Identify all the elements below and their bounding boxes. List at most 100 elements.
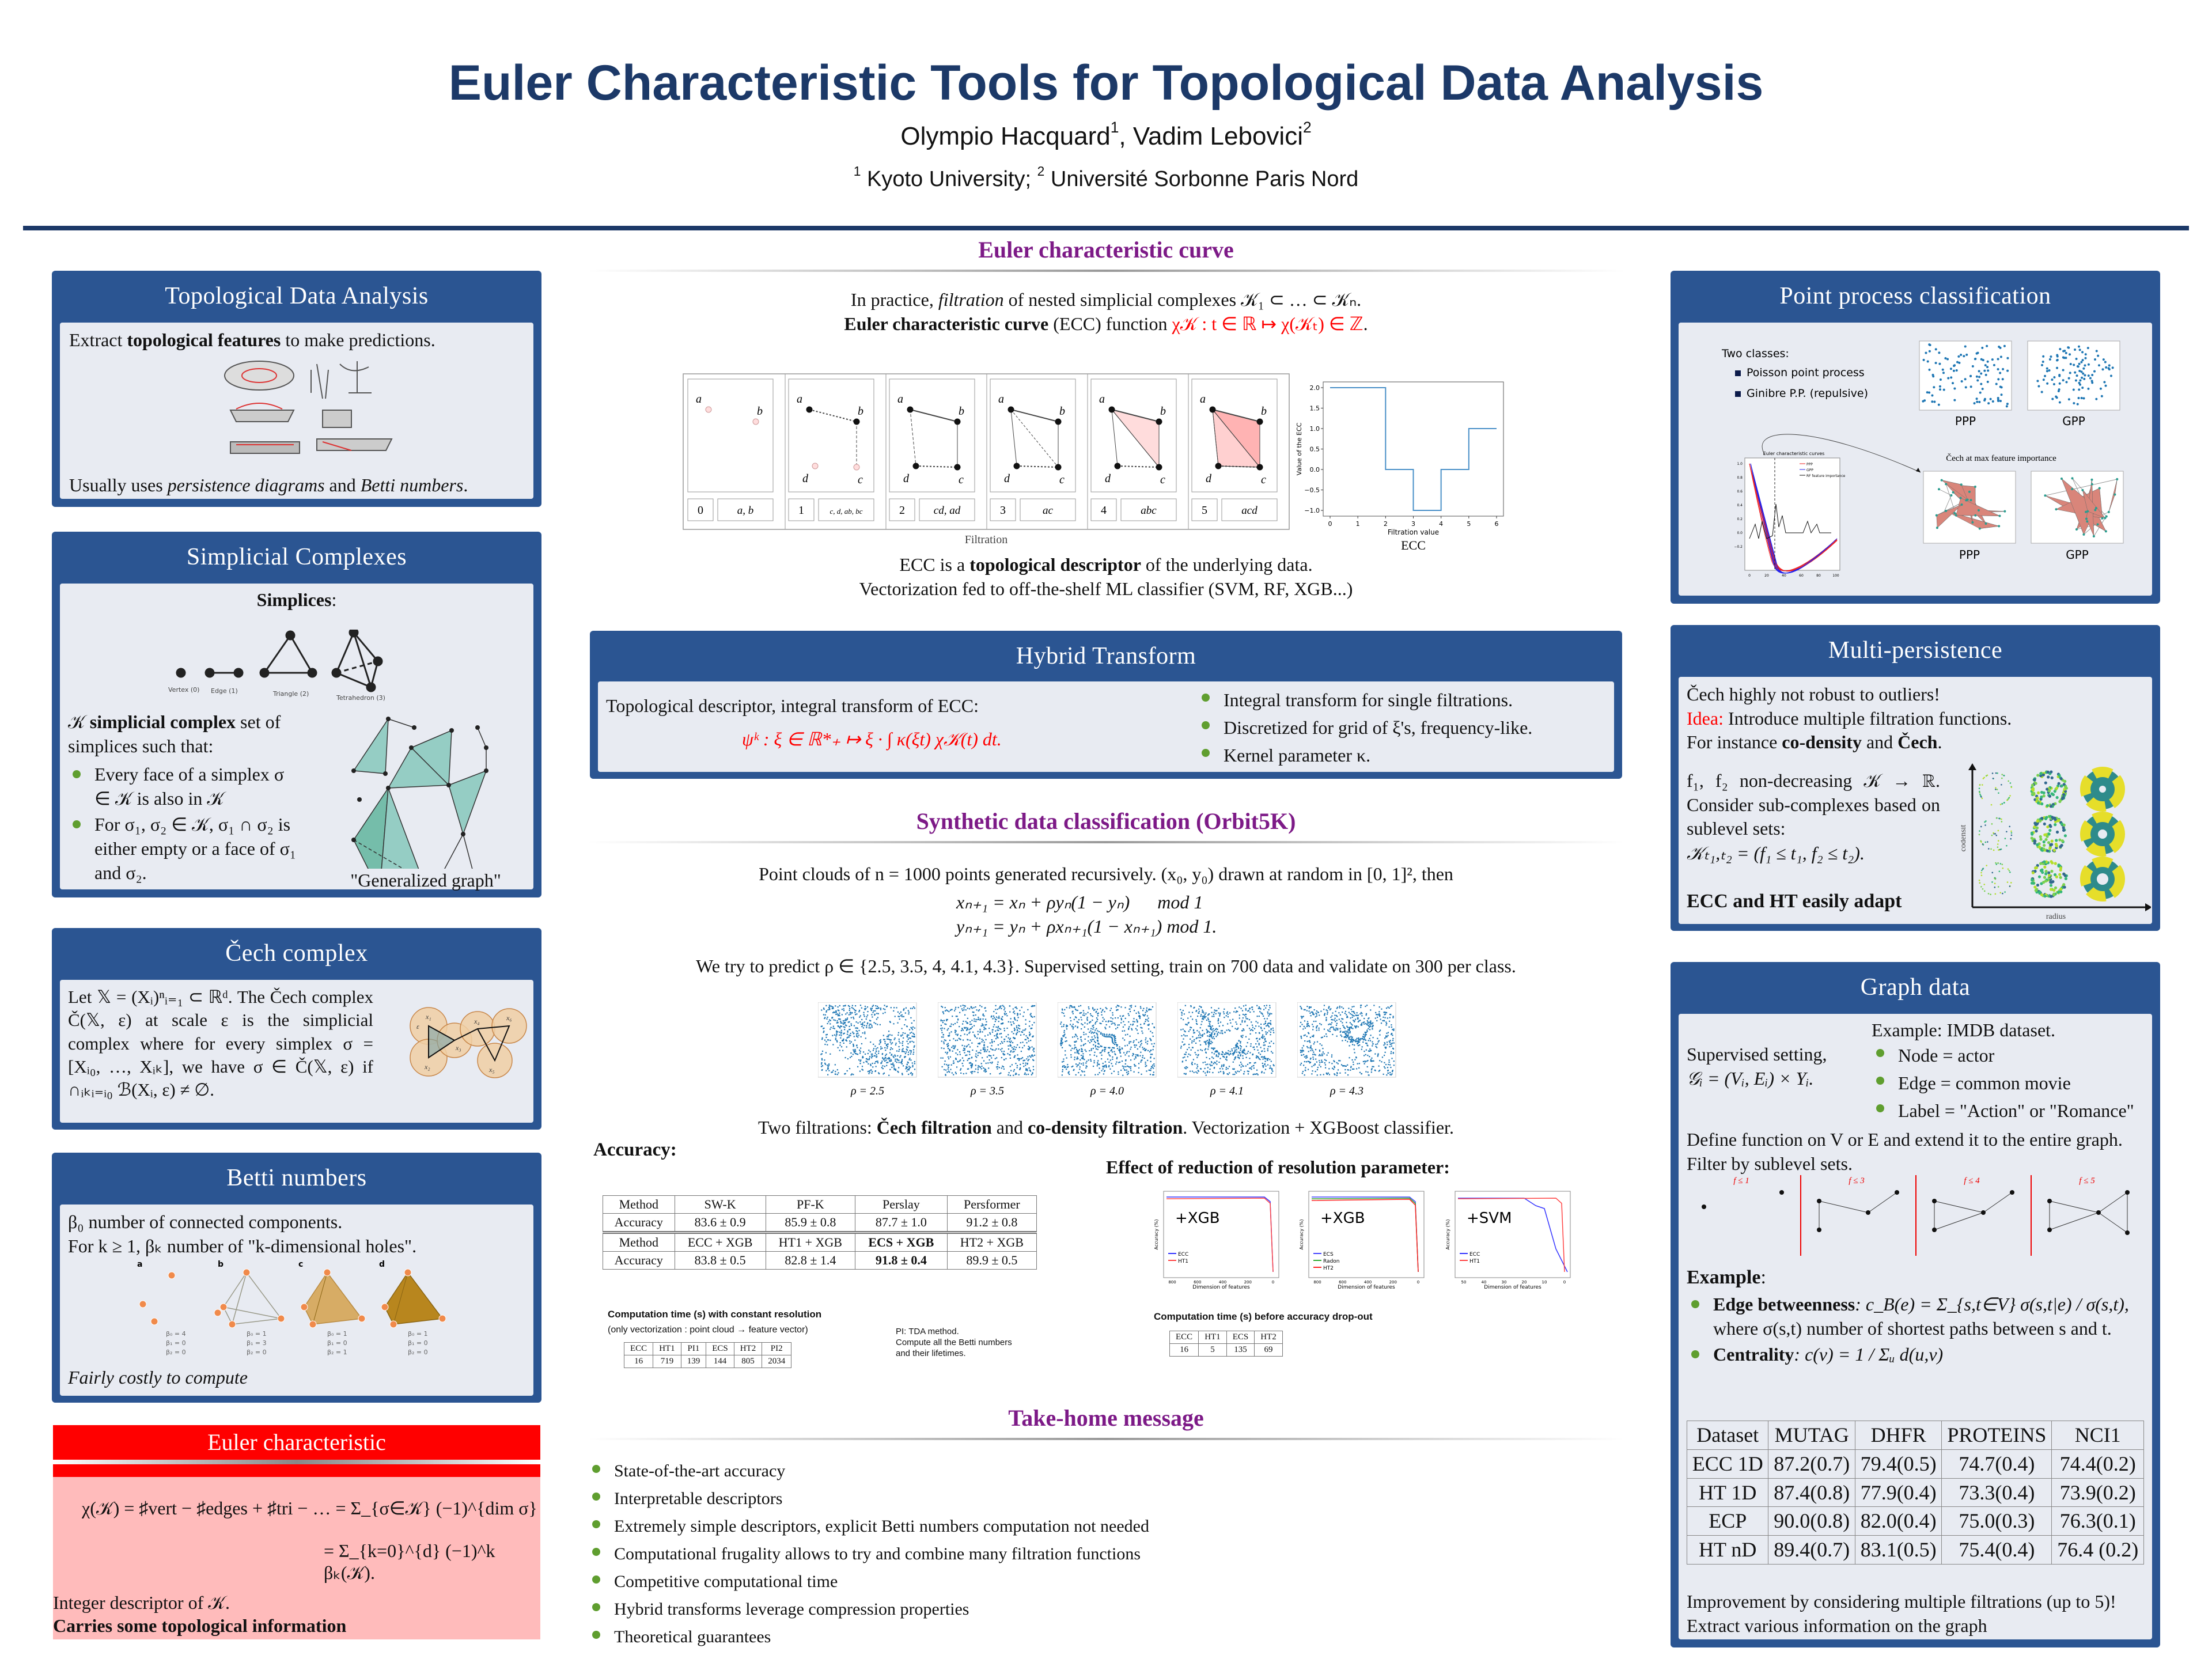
added-simplices: acd [1241,505,1257,517]
point [1960,353,1963,356]
point [1305,1055,1307,1057]
bullet-item: Integral transform for single filtration… [1197,686,1532,714]
point [2030,836,2033,840]
point [2050,770,2053,774]
point [1029,1035,1031,1036]
table-cell: 91.2 ± 0.8 [946,1213,1037,1233]
point [1357,1017,1359,1019]
text: Filter by sublevel sets. [1687,1153,1853,1174]
point [1211,1016,1213,1017]
point [1978,527,1981,530]
point [911,1040,913,1042]
point [1331,1026,1333,1028]
point [848,1036,850,1038]
point [1237,1054,1239,1056]
point [840,1029,842,1031]
point [1302,1050,1304,1051]
point [899,1042,901,1044]
point [902,1034,903,1036]
point [964,1049,965,1051]
table-cell: ECC [623,1342,654,1355]
point [1028,1046,1029,1047]
vertex-label: d [1206,472,1212,485]
point [1357,1021,1359,1022]
point [1310,1050,1312,1051]
point [2043,843,2046,847]
point [1995,862,1997,864]
point [963,1020,964,1022]
point [1111,1039,1113,1040]
point [998,1017,1000,1019]
block-title: Hybrid Transform [1016,643,1196,669]
point [1033,1051,1035,1052]
point [1110,1036,1112,1038]
point [1063,1030,1065,1032]
point [2061,839,2065,843]
point [995,1012,997,1014]
point [975,1068,976,1070]
vertex [752,418,759,425]
point [1242,1017,1244,1019]
point [2082,397,2085,400]
point [888,1074,890,1076]
point [856,1035,858,1036]
point [1129,1010,1131,1013]
point [1363,1063,1365,1065]
point [1332,1027,1334,1028]
point [1320,1037,1323,1039]
point [1210,1036,1213,1038]
point [1380,1029,1381,1031]
point [1012,1048,1014,1050]
point [1191,1012,1194,1013]
point [980,1052,982,1054]
point [1213,1067,1215,1069]
point [844,1020,846,1021]
rho-label: ρ = 3.5 [970,1085,1004,1097]
point [967,1017,968,1019]
point [1139,1017,1141,1019]
point [1366,1066,1368,1068]
point [1248,1038,1250,1040]
point [1141,1059,1142,1062]
point [1319,1014,1320,1016]
point [1337,1063,1339,1065]
point [1368,1074,1369,1076]
point [1262,1034,1264,1036]
point [828,1005,831,1006]
point [882,1058,884,1059]
point [2033,778,2036,782]
point [1342,1018,1344,1020]
point [1250,1043,1252,1045]
point [1353,1061,1354,1063]
table-cell: 82.8 ± 1.4 [765,1251,855,1270]
point [997,1027,999,1029]
vertex [243,1268,251,1277]
point [1188,1043,1190,1046]
text: Extract [69,329,127,350]
point [994,1024,995,1026]
point [1032,1073,1033,1074]
point [2036,796,2039,800]
point [828,1065,830,1066]
table-cell: 69 [1254,1343,1283,1357]
point [1119,1046,1120,1048]
point [1221,1054,1222,1055]
point [1220,1030,1222,1032]
point [1344,1033,1346,1035]
table-cell: 75.4(0.4) [1941,1535,2052,1565]
point [1990,893,1991,896]
point [1196,1037,1198,1039]
point [963,1047,965,1049]
point [1134,1058,1135,1060]
point [942,1020,944,1022]
point [1262,1066,1264,1068]
point [2036,380,2039,382]
takehome-item: Hybrid transforms leverage compression p… [588,1596,1149,1623]
point [982,1024,984,1026]
point [1349,1028,1351,1029]
point [1213,1036,1214,1037]
point [1259,1007,1261,1009]
point [1959,497,1962,499]
point [1012,1008,1014,1010]
point [1240,1046,1242,1048]
